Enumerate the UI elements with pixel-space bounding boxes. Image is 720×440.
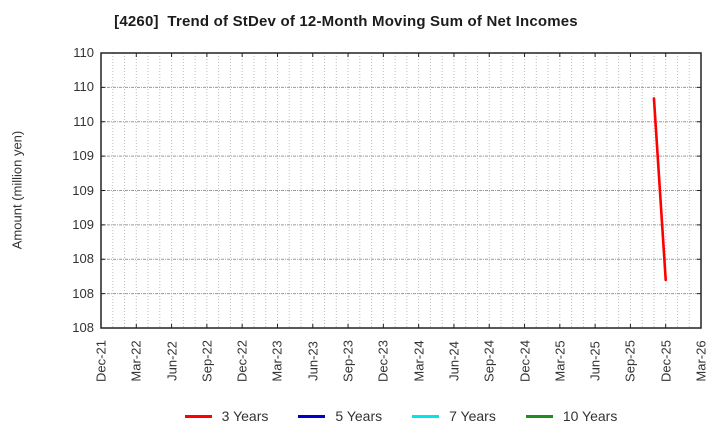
x-tick-label-text: Mar-22 [128, 340, 144, 382]
legend-label: 3 Years [221, 408, 269, 424]
plot-border [100, 52, 702, 329]
y-tick-label: 110 [73, 45, 94, 60]
x-tick-label-text: Jun-23 [305, 341, 321, 381]
x-tick-label-text: Dec-22 [234, 340, 250, 382]
x-tick-label-text: Mar-25 [552, 340, 568, 382]
x-tick-label-text: Dec-21 [93, 340, 109, 382]
y-tick-label: 109 [72, 216, 94, 232]
y-tick-label: 109 [72, 148, 94, 164]
x-tick-label-text: Mar-24 [411, 340, 427, 382]
legend-item-5-years: 5 Years [298, 408, 382, 424]
legend-line-swatch [525, 414, 553, 418]
y-tick-label: 108 [72, 285, 94, 301]
legend-line-swatch [298, 414, 326, 418]
x-tick-label-text: Jun-25 [587, 341, 603, 381]
y-axis-title-text: Amount (million yen) [9, 130, 25, 250]
y-tick-label: 108 [72, 320, 94, 335]
legend-label: 5 Years [335, 408, 383, 424]
x-tick-label-text: Dec-23 [375, 340, 391, 382]
x-tick-label-text: Jun-24 [446, 341, 462, 381]
x-tick-label-text: Sep-23 [340, 340, 356, 382]
y-tick-label: 108 [72, 251, 94, 267]
legend-label: 10 Years [562, 408, 618, 424]
legend-line-swatch [184, 414, 212, 418]
legend-item-10-years: 10 Years [525, 408, 618, 424]
x-tick-label-text: Dec-25 [658, 340, 674, 382]
legend-line-swatch [412, 414, 440, 418]
y-tick-label: 110 [73, 113, 94, 129]
chart-title: [4260] Trend of StDev of 12-Month Moving… [114, 13, 578, 30]
x-tick-label-text: Jun-22 [164, 341, 180, 381]
y-tick-label: 110 [73, 79, 94, 95]
y-tick-label: 109 [72, 182, 94, 198]
legend-item-3-years: 3 Years [184, 408, 269, 424]
x-tick-label-text: Dec-24 [517, 340, 533, 382]
x-tick-label-text: Sep-25 [622, 340, 638, 382]
x-tick-label-text: Sep-22 [199, 340, 215, 382]
x-tick-label-text: Mar-26 [693, 340, 709, 382]
x-tick-label-text: Mar-23 [269, 340, 285, 382]
legend-label: 7 Years [449, 408, 496, 424]
x-tick-label-text: Sep-24 [481, 340, 497, 382]
legend-item-7-years: 7 Years [412, 408, 496, 424]
legend: 3 Years 5 Years 7 Years 10 Years [101, 406, 701, 426]
series-line-3-years [652, 97, 668, 282]
